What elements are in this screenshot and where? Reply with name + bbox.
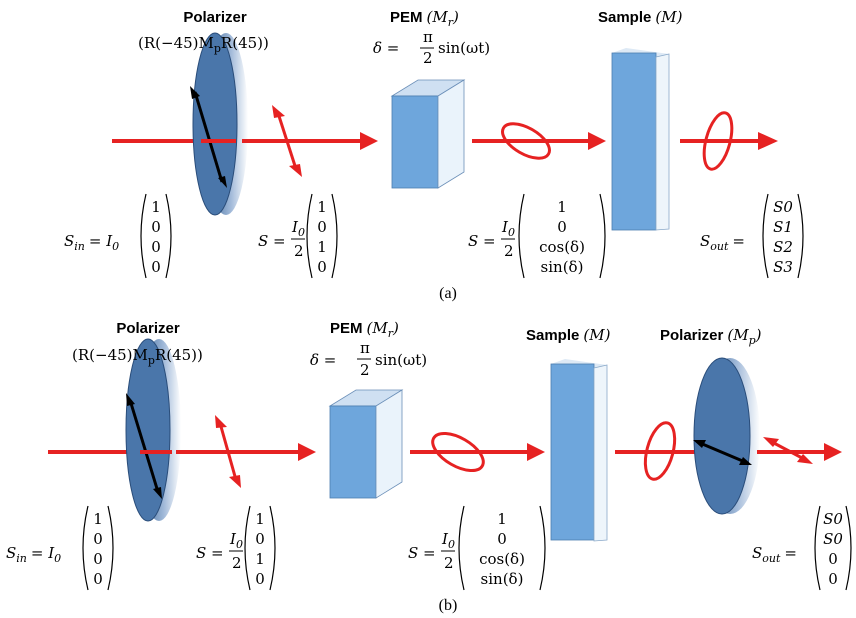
- elliptical-polarization-b: [431, 431, 485, 473]
- svg-text:cos(δ): cos(δ): [479, 550, 525, 568]
- svg-text:2: 2: [232, 554, 242, 572]
- pem-box-a: [390, 79, 466, 189]
- pem-sin-b: sin(ωt): [375, 351, 427, 369]
- linear-polarization-a: [272, 105, 302, 177]
- pem-box-b: [328, 389, 404, 499]
- svg-text:0: 0: [828, 570, 838, 588]
- svg-text:0: 0: [93, 550, 103, 568]
- polarizer2-axis-b: [699, 441, 746, 464]
- sample-slab-b: [550, 359, 608, 542]
- pem-sin-a: sin(ωt): [438, 39, 490, 57]
- output-polarization-a: [702, 111, 734, 171]
- sample-slab-a: [611, 48, 670, 231]
- polarizer-formula-a: (R(−45)MpR(45)): [138, 34, 269, 55]
- svg-text:1: 1: [255, 550, 265, 568]
- polarizer-title-b: Polarizer: [116, 320, 180, 337]
- svg-text:0: 0: [255, 570, 265, 588]
- pem-pi-b: π: [360, 339, 370, 357]
- elliptical-polarization-a: [501, 122, 551, 160]
- polarizer-axis-b: [128, 399, 160, 493]
- svg-text:S1: S1: [773, 218, 793, 236]
- svg-text:S0: S0: [823, 530, 843, 548]
- svg-text:1: 1: [93, 510, 103, 528]
- svg-text:2: 2: [504, 242, 514, 260]
- s-after-polarizer-a: S = I0 2 1 0 1 0: [258, 193, 338, 279]
- polarizer-axis-a: [193, 91, 224, 183]
- polarizer-formula-b: (R(−45)MpR(45)): [72, 346, 203, 367]
- panel-a: Polarizer (R(−45)MpR(45)) PEM (Mr) δ = π …: [64, 8, 804, 302]
- svg-text:1: 1: [151, 198, 161, 216]
- svg-text:I0: I0: [291, 218, 305, 239]
- polarization-b-4: [643, 421, 677, 481]
- svg-text:I0: I0: [229, 530, 243, 551]
- s-after-pem-a: S = I0 2 1 0 cos(δ) sin(δ): [468, 193, 606, 279]
- svg-text:0: 0: [255, 530, 265, 548]
- svg-text:0: 0: [557, 218, 567, 236]
- svg-text:S0: S0: [823, 510, 843, 528]
- s-in-vector-a: Sin = I0 1 0 0 0: [64, 193, 172, 279]
- sample-title-a: Sample (M): [598, 8, 683, 26]
- svg-text:0: 0: [497, 530, 507, 548]
- svg-text:1: 1: [497, 510, 507, 528]
- pem-title-b: PEM (Mr): [330, 319, 399, 340]
- polarizer-title-a: Polarizer: [183, 9, 247, 26]
- polarizer-disk-a: [190, 32, 248, 216]
- svg-text:S =: S =: [258, 232, 286, 250]
- svg-text:0: 0: [317, 218, 327, 236]
- s-in-vector-b: Sin = I0 1 0 0 0: [6, 505, 114, 591]
- s-after-polarizer-b: S = I0 2 1 0 1 0: [196, 505, 276, 591]
- polarizer2-title-b: Polarizer (Mp): [660, 326, 762, 347]
- svg-text:1: 1: [317, 238, 327, 256]
- svg-text:S =: S =: [196, 544, 224, 562]
- pem-two-a: 2: [423, 49, 433, 67]
- svg-text:0: 0: [93, 530, 103, 548]
- pem-delta-b: δ =: [310, 351, 336, 369]
- svg-text:Sout=: Sout =: [700, 232, 745, 253]
- svg-text:S =: S =: [468, 232, 496, 250]
- svg-text:1: 1: [557, 198, 567, 216]
- svg-text:S2: S2: [773, 238, 793, 256]
- s-out-vector-a: Sout = S0 S1 S2 S3: [700, 193, 804, 279]
- polarizer-disk-b: [125, 338, 181, 522]
- caption-a: (a): [439, 285, 457, 302]
- svg-text:I0: I0: [501, 218, 515, 239]
- svg-text:S3: S3: [773, 258, 793, 276]
- linear-polarization-b: [215, 415, 241, 488]
- pem-delta-a: δ =: [373, 39, 399, 57]
- polarizer2-disk-b: [693, 357, 760, 515]
- svg-text:Sout=: Sout =: [752, 544, 797, 565]
- output-polarization-b: [763, 437, 813, 464]
- pem-pi-a: π: [423, 28, 433, 46]
- svg-text:Sin= I0: Sin = I0: [6, 544, 61, 565]
- s-after-pem-b: S = I0 2 1 0 cos(δ) sin(δ): [408, 505, 546, 591]
- svg-text:0: 0: [93, 570, 103, 588]
- svg-text:cos(δ): cos(δ): [539, 238, 585, 256]
- svg-text:sin(δ): sin(δ): [481, 570, 524, 588]
- pem-title-a: PEM (Mr): [390, 8, 459, 29]
- svg-text:1: 1: [317, 198, 327, 216]
- svg-text:2: 2: [294, 242, 304, 260]
- sample-title-b: Sample (M): [526, 326, 611, 344]
- svg-text:0: 0: [317, 258, 327, 276]
- svg-text:sin(δ): sin(δ): [541, 258, 584, 276]
- pem-two-b: 2: [360, 361, 370, 379]
- svg-text:Sin= I0: Sin = I0: [64, 232, 119, 253]
- svg-text:S =: S =: [408, 544, 436, 562]
- s-out-vector-b: Sout = S0 S0 0 0: [752, 505, 852, 591]
- svg-text:0: 0: [151, 258, 161, 276]
- svg-text:0: 0: [828, 550, 838, 568]
- svg-text:1: 1: [255, 510, 265, 528]
- svg-text:0: 0: [151, 218, 161, 236]
- svg-text:S0: S0: [773, 198, 793, 216]
- panel-b: Polarizer (R(−45)MpR(45)) PEM (Mr) δ = π …: [6, 319, 852, 614]
- svg-text:0: 0: [151, 238, 161, 256]
- svg-text:2: 2: [444, 554, 454, 572]
- svg-text:I0: I0: [441, 530, 455, 551]
- caption-b: (b): [439, 597, 458, 614]
